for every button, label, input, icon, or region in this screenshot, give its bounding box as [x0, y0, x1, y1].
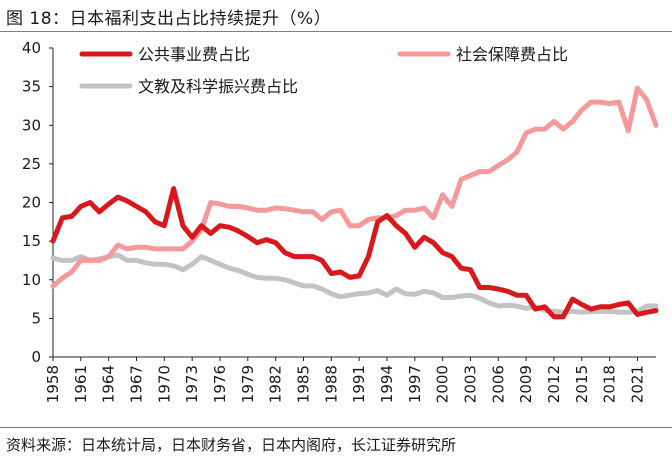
x-tick-label: 1988 [322, 365, 340, 403]
x-tick-label: 1985 [294, 365, 312, 403]
x-axis: 1958 1961 1964 1967 1970 1973 1976 1979 1982 1985… [44, 356, 656, 403]
y-tick-label: 5 [31, 309, 41, 327]
series-line-2 [50, 252, 659, 315]
x-tick-label: 2018 [601, 365, 619, 403]
legend-label-1: 社会保障费占比 [456, 45, 568, 64]
y-tick-label: 20 [22, 194, 41, 212]
y-tick-label: 35 [22, 78, 41, 96]
y-axis: 0 5 10 15 20 25 30 35 40 [22, 39, 54, 366]
y-tick-label: 15 [22, 232, 41, 250]
x-tick-label: 1958 [44, 365, 62, 403]
x-tick-label: 1979 [239, 365, 257, 403]
x-tick-label: 2006 [489, 365, 507, 403]
x-tick-label: 1982 [267, 365, 285, 403]
legend-label-2: 文教及科学振兴费占比 [138, 77, 298, 96]
legend-label-0: 公共事业费占比 [138, 45, 250, 64]
y-tick-label: 40 [22, 39, 41, 57]
series-line-1 [50, 85, 659, 289]
x-tick-label: 1997 [406, 365, 424, 403]
x-tick-label: 1964 [100, 365, 118, 403]
title-divider [0, 31, 672, 32]
figure-title: 图 18：日本福利支出占比持续提升（%） [6, 9, 332, 29]
y-tick-label: 30 [22, 116, 41, 134]
x-tick-label: 1976 [211, 365, 229, 403]
x-tick-label: 1967 [127, 365, 145, 403]
x-tick-label: 1970 [155, 365, 173, 403]
x-tick-label: 1973 [183, 365, 201, 403]
y-tick-label: 10 [22, 271, 41, 289]
x-tick-label: 1991 [350, 365, 368, 403]
line-chart: 0 5 10 15 20 25 30 35 40 1958 1961 1964 1967 1970 197… [22, 39, 659, 403]
x-tick-label: 2012 [545, 365, 563, 403]
source-divider [0, 427, 672, 428]
x-tick-label: 1961 [72, 365, 90, 403]
x-tick-label: 2000 [434, 365, 452, 403]
source-note: 资料来源：日本统计局，日本财务省，日本内阁府，长江证券研究所 [6, 436, 457, 454]
x-tick-label: 2003 [461, 365, 479, 403]
x-tick-label: 2015 [573, 365, 591, 403]
x-tick-label: 1994 [378, 365, 396, 403]
y-tick-label: 0 [31, 348, 41, 366]
series-line-0 [50, 186, 659, 320]
y-tick-label: 25 [22, 155, 41, 173]
x-tick-label: 2021 [628, 365, 646, 403]
x-tick-label: 2009 [517, 365, 535, 403]
series-lines [50, 85, 659, 320]
